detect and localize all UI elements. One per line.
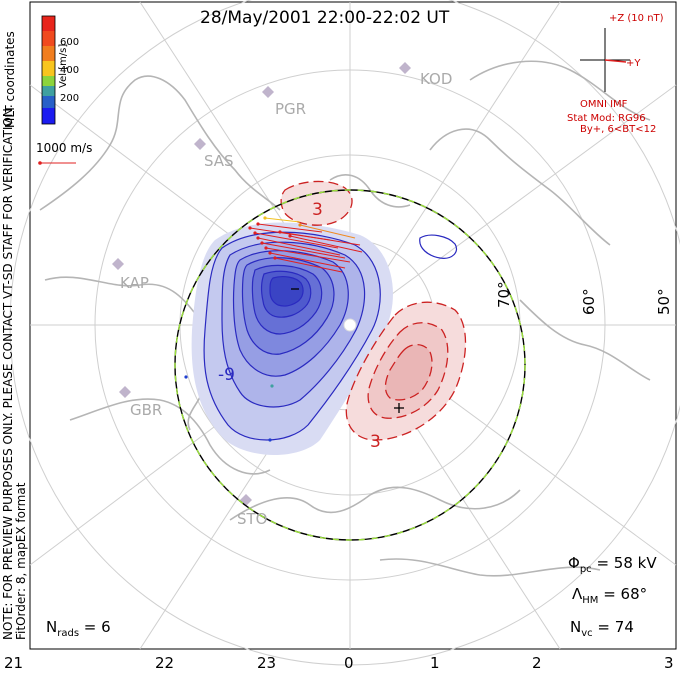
lambda-hm-symbol: ΛHM = xyxy=(572,585,616,606)
contour-label-pos-top: 3 xyxy=(312,200,323,220)
n-rads-symbol: Nrads = xyxy=(46,618,97,639)
latitude-label-60: 60° xyxy=(580,288,598,315)
n-rads-stat: Nrads = 6 xyxy=(46,618,111,639)
mlt-tick-2: 2 xyxy=(532,654,542,672)
n-rads-value: 6 xyxy=(101,618,111,636)
mlt-tick-1: 1 xyxy=(430,654,440,672)
velocity-tick-400: 400 xyxy=(60,65,80,76)
imf-dial xyxy=(580,28,630,92)
hm-boundary-dashes xyxy=(174,189,526,541)
latitude-label-50: 50° xyxy=(655,288,673,315)
mlt-tick-21: 21 xyxy=(4,654,24,672)
phi-pc-stat: Φpc = 58 kV xyxy=(568,554,657,575)
pole-marker xyxy=(343,318,357,332)
map-title: 28/May/2001 22:00-22:02 UT xyxy=(200,8,450,28)
mlt-tick-22: 22 xyxy=(155,654,175,672)
radar-label-sas: SAS xyxy=(204,152,234,170)
contour-label-neg: -9 xyxy=(218,365,235,385)
n-vc-symbol: Nvc = xyxy=(570,618,610,639)
vector-origins xyxy=(184,216,302,442)
radar-markers xyxy=(112,62,411,506)
reference-vector-label: 1000 m/s xyxy=(36,141,93,155)
preview-note: NOTE: FOR PREVIEW PURPOSES ONLY. PLEASE … xyxy=(1,104,28,640)
radar-label-pgr: PGR xyxy=(275,100,307,118)
reference-vector-origin xyxy=(38,161,42,165)
radar-label-kap: KAP xyxy=(120,274,149,292)
potential-max-marker xyxy=(394,403,404,413)
n-vc-stat: Nvc = 74 xyxy=(570,618,634,639)
velocity-tick-600: 600 xyxy=(60,37,80,48)
mlt-tick-23: 23 xyxy=(257,654,277,672)
lambda-hm-stat: ΛHM = 68° xyxy=(572,585,647,606)
fit-order-line: FitOrder: 8, mapEX format xyxy=(14,482,28,640)
imf-y-label: +Y xyxy=(626,58,641,69)
latitude-label-70: 70° xyxy=(495,281,513,308)
negative-cell xyxy=(191,222,458,455)
phi-pc-value: 58 kV xyxy=(613,554,657,572)
lambda-hm-value: 68° xyxy=(620,585,648,603)
radar-label-sto: STO xyxy=(237,510,268,528)
radar-label-kod: KOD xyxy=(420,70,453,88)
positive-cell xyxy=(280,180,467,441)
phi-pc-symbol: Φpc = xyxy=(568,554,610,575)
velocity-colorbar xyxy=(41,15,56,125)
mlt-tick-0: 0 xyxy=(344,654,354,672)
imf-condition: By+, 6<BT<12 xyxy=(580,124,657,135)
stat-model: Stat Mod: RG96 xyxy=(567,113,646,124)
contour-label-pos-bottom: 3 xyxy=(370,432,381,452)
velocity-tick-200: 200 xyxy=(60,93,80,104)
velocity-vectors xyxy=(249,217,363,273)
n-vc-value: 74 xyxy=(614,618,634,636)
mlt-coordinates-label: MLT coordinates xyxy=(3,31,17,128)
radar-label-gbr: GBR xyxy=(130,401,163,419)
imf-source: OMNI IMF xyxy=(580,99,628,110)
imf-z-label: +Z (10 nT) xyxy=(609,13,664,24)
mlt-tick-3: 3 xyxy=(664,654,674,672)
